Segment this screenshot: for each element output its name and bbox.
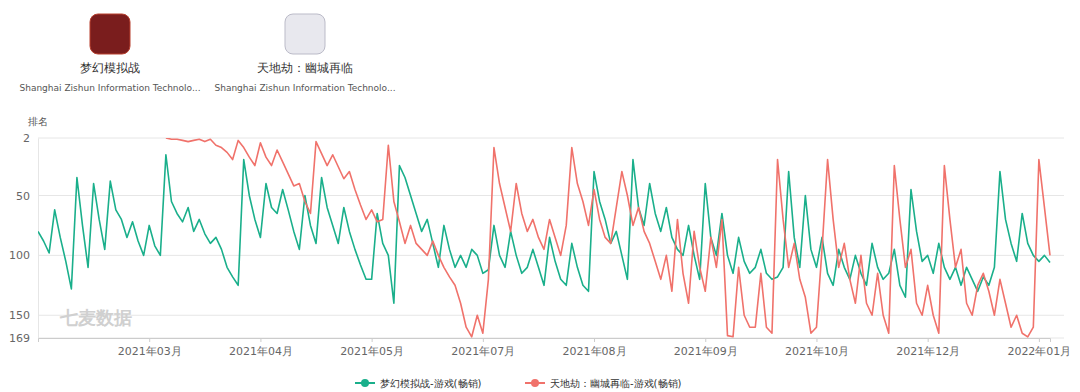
x-tick: 2021年12月 [896,338,960,358]
plot-area [38,138,1050,337]
y-tick-label: 50 [16,190,30,203]
app-name: 梦幻模拟战 [80,61,140,75]
x-tick: 2021年04月 [229,338,293,358]
x-tick-mark [372,338,373,342]
y-tick: 150 [9,309,38,322]
legend-marker [531,379,539,387]
x-tick: 2021年05月 [340,338,404,358]
x-tick-label: 2021年07月 [451,345,515,358]
legend-item[interactable]: 天地劫：幽城再临-游戏(畅销) [525,378,682,389]
series-line [38,155,1050,304]
x-tick-label: 2021年04月 [229,345,293,358]
app-header: 梦幻模拟战 Shanghai Zishun Information Technol… [19,14,200,93]
x-tick-mark [928,338,929,342]
y-tick: 100 [9,249,38,262]
y-tick-label: 2 [23,132,30,145]
x-tick-mark [483,338,484,342]
x-tick-label: 2021年10月 [785,345,849,358]
x-tick: 2021年03月 [118,338,182,358]
x-tick-label: 2021年08月 [563,345,627,358]
app-name: 天地劫：幽城再临 [257,61,353,75]
app-icon [285,14,325,54]
legend-label: 天地劫：幽城再临-游戏(畅销) [550,378,682,389]
y-tick-label: 100 [9,249,30,262]
x-axis: 2021年03月 2021年04月 2021年05月 2021年07月 2021年08月… [39,338,1072,358]
chart-container: 梦幻模拟战 Shanghai Zishun Information Technol… [0,0,1080,392]
x-tick: 2021年09月 [674,338,738,358]
app-developer: Shanghai Zishun Information Technolo... [19,83,200,93]
y-tick: 2 [23,132,38,145]
y-axis: 2 50 100 150 169 [9,132,39,345]
y-axis-line [38,139,39,339]
x-tick-label: 2021年05月 [340,345,404,358]
y-tick-label: 169 [9,332,30,345]
y-tick: 50 [16,190,38,203]
x-tick-label: 2022年01月 [1007,345,1071,358]
x-tick-label: 2021年12月 [896,345,960,358]
x-tick-label: 2021年03月 [118,345,182,358]
chart: 梦幻模拟战 Shanghai Zishun Information Technol… [0,0,1080,392]
y-tick: 169 [9,332,38,345]
watermark: 七麦数据 [59,307,132,328]
y-tick-label: 150 [9,309,30,322]
x-tick-mark [1039,338,1040,342]
legend-marker [361,379,369,387]
x-tick: 2021年07月 [451,338,515,358]
legend: 梦幻模拟战-游戏(畅销) 天地劫：幽城再临-游戏(畅销) [355,378,682,389]
x-tick-mark [705,338,706,342]
x-tick: 2021年10月 [785,338,849,358]
x-tick-mark [260,338,261,342]
x-tick-mark [816,338,817,342]
x-tick-mark [594,338,595,342]
series-line [166,138,1050,337]
legend-item[interactable]: 梦幻模拟战-游戏(畅销) [355,378,482,389]
x-tick: 2021年08月 [563,338,627,358]
app-developer: Shanghai Zishun Information Technolo... [214,83,395,93]
app-header: 天地劫：幽城再临 Shanghai Zishun Information Tech… [214,14,395,93]
x-tick-mark [149,338,150,342]
app-icon [90,14,130,54]
legend-label: 梦幻模拟战-游戏(畅销) [380,378,482,389]
grid-line [38,315,1064,316]
grid [38,138,1064,338]
grid-line [38,138,1064,139]
y-axis-title: 排名 [28,116,48,127]
x-tick: 2022年01月 [1007,338,1071,358]
x-axis-line [39,339,1051,343]
x-tick-label: 2021年09月 [674,345,738,358]
grid-line [38,255,1064,256]
